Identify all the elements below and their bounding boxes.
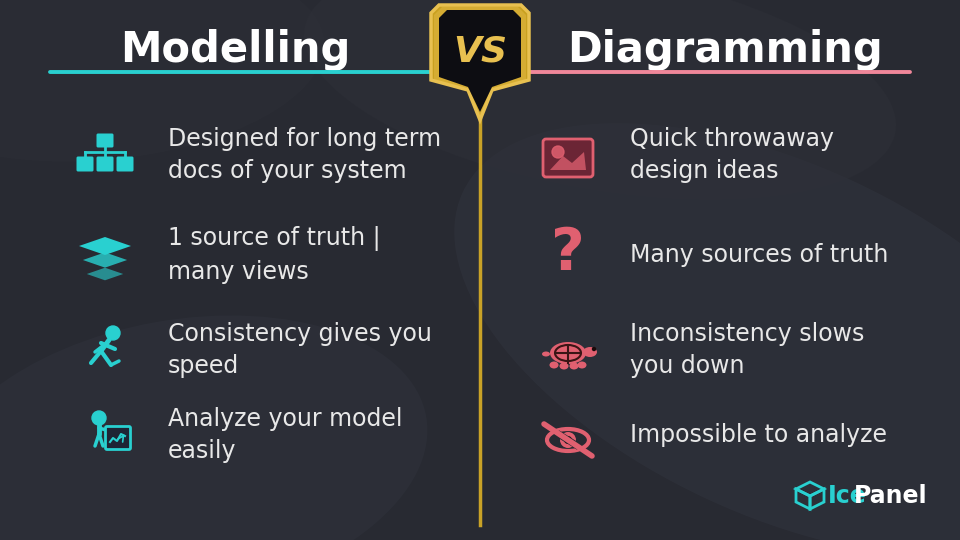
- FancyBboxPatch shape: [116, 157, 133, 172]
- Ellipse shape: [583, 347, 597, 357]
- Ellipse shape: [569, 362, 579, 369]
- Text: Impossible to analyze: Impossible to analyze: [630, 423, 887, 447]
- Ellipse shape: [560, 362, 568, 369]
- Text: Consistency gives you
speed: Consistency gives you speed: [168, 322, 432, 379]
- Text: Diagramming: Diagramming: [567, 29, 883, 71]
- Polygon shape: [434, 7, 526, 118]
- Circle shape: [92, 411, 106, 425]
- Text: Analyze your model
easily: Analyze your model easily: [168, 407, 402, 463]
- Text: Designed for long term
docs of your system: Designed for long term docs of your syst…: [168, 127, 442, 183]
- Circle shape: [564, 436, 572, 444]
- Ellipse shape: [0, 315, 427, 540]
- Circle shape: [560, 432, 576, 448]
- Ellipse shape: [454, 123, 960, 540]
- Polygon shape: [550, 152, 586, 170]
- Text: ?: ?: [551, 226, 585, 282]
- Text: Many sources of truth: Many sources of truth: [630, 243, 888, 267]
- Text: Inconsistency slows
you down: Inconsistency slows you down: [630, 322, 864, 379]
- Polygon shape: [83, 252, 127, 268]
- Ellipse shape: [727, 278, 960, 540]
- Polygon shape: [431, 5, 529, 120]
- FancyBboxPatch shape: [97, 157, 113, 172]
- Text: Quick throwaway
design ideas: Quick throwaway design ideas: [630, 127, 834, 183]
- Ellipse shape: [542, 352, 550, 356]
- Ellipse shape: [549, 361, 559, 368]
- FancyBboxPatch shape: [97, 133, 113, 147]
- Ellipse shape: [0, 0, 324, 161]
- Text: Modelling: Modelling: [120, 29, 350, 71]
- Ellipse shape: [578, 361, 587, 368]
- Circle shape: [106, 326, 120, 340]
- Ellipse shape: [304, 0, 896, 200]
- Polygon shape: [86, 268, 123, 280]
- Text: 1 source of truth |
many views: 1 source of truth | many views: [168, 226, 380, 284]
- Text: VS: VS: [453, 35, 507, 69]
- FancyBboxPatch shape: [106, 427, 131, 449]
- Polygon shape: [79, 237, 131, 255]
- Polygon shape: [439, 10, 521, 112]
- FancyBboxPatch shape: [543, 139, 593, 177]
- FancyBboxPatch shape: [77, 157, 93, 172]
- Circle shape: [592, 348, 595, 350]
- Circle shape: [552, 146, 564, 158]
- Ellipse shape: [550, 342, 586, 364]
- Text: Ice: Ice: [828, 484, 867, 508]
- Text: Panel: Panel: [854, 484, 927, 508]
